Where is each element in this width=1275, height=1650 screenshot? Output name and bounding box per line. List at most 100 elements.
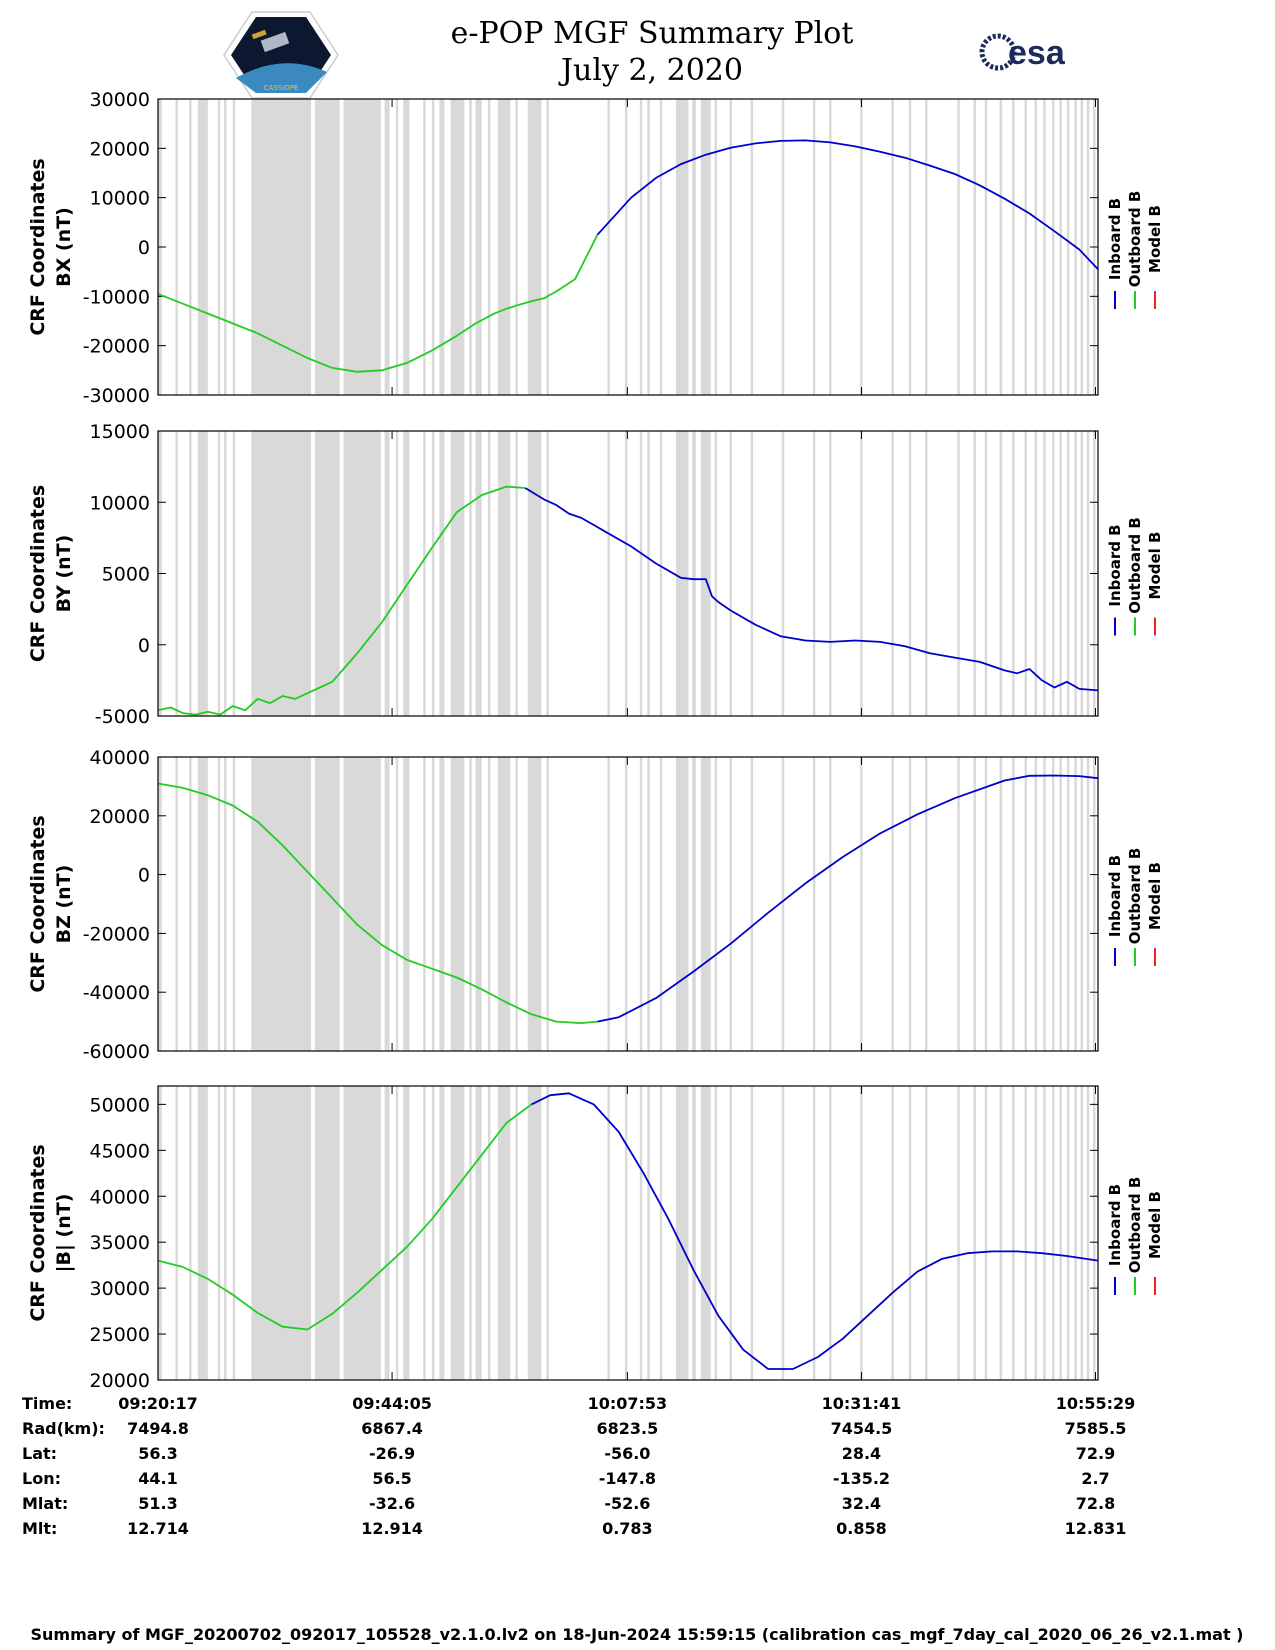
legend-label: Inboard B bbox=[1106, 198, 1124, 280]
data-gap-band bbox=[403, 1086, 410, 1380]
data-gap-band bbox=[343, 99, 381, 395]
data-gap-band bbox=[984, 431, 988, 716]
data-gap-band bbox=[984, 99, 988, 395]
data-gap-band bbox=[515, 757, 518, 1051]
table-cell: 12.714 bbox=[127, 1519, 189, 1538]
data-gap-band bbox=[860, 757, 863, 1051]
data-gap-band bbox=[158, 1086, 162, 1380]
series-outboard-b bbox=[157, 1103, 533, 1331]
legend-label: Inboard B bbox=[1106, 1184, 1124, 1266]
data-gap-band bbox=[527, 99, 542, 395]
data-gap-band bbox=[750, 1086, 754, 1380]
data-gap-band bbox=[343, 431, 381, 716]
ylabel-line1: CRF Coordinates bbox=[27, 1144, 49, 1321]
y-tick-label: 5000 bbox=[102, 564, 150, 586]
data-gap-band bbox=[450, 431, 465, 716]
y-tick-label: 30000 bbox=[90, 1278, 150, 1300]
data-gap-band bbox=[750, 99, 754, 395]
data-gap-band bbox=[469, 1086, 472, 1380]
data-gap-band bbox=[908, 431, 912, 716]
data-gap-band bbox=[1066, 99, 1070, 395]
data-gap-band bbox=[639, 1086, 643, 1380]
table-cell: -26.9 bbox=[369, 1444, 415, 1463]
series-inboard-b bbox=[597, 774, 1099, 1023]
table-cell: 28.4 bbox=[842, 1444, 881, 1463]
ylabel-line1: CRF Coordinates bbox=[27, 158, 49, 335]
ylabel-line2: BX (nT) bbox=[53, 207, 75, 287]
data-gap-band bbox=[639, 99, 643, 395]
data-gap-band bbox=[314, 757, 340, 1051]
data-gap-band bbox=[692, 757, 696, 1051]
legend-label: Outboard B bbox=[1126, 1177, 1144, 1274]
legend-label: Model B bbox=[1146, 862, 1164, 930]
data-gap-band bbox=[431, 1086, 435, 1380]
y-tick-label: 25000 bbox=[90, 1324, 150, 1346]
table-cell: 2.7 bbox=[1081, 1469, 1109, 1488]
data-gap-band bbox=[439, 757, 445, 1051]
data-gap-band bbox=[251, 1086, 312, 1380]
data-gap-band bbox=[729, 431, 732, 716]
data-gap-band bbox=[223, 99, 227, 395]
esa-logo-text: esa bbox=[1008, 34, 1066, 72]
data-gap-band bbox=[403, 431, 410, 716]
data-gap-band bbox=[675, 1086, 689, 1380]
data-gap-band bbox=[624, 757, 628, 1051]
data-gap-band bbox=[469, 757, 472, 1051]
data-gap-band bbox=[781, 99, 785, 395]
table-cell: 10:07:53 bbox=[588, 1394, 668, 1413]
data-gap-band bbox=[450, 757, 465, 1051]
data-gap-band bbox=[189, 99, 192, 395]
data-gap-band bbox=[675, 99, 689, 395]
data-gap-band bbox=[546, 757, 549, 1051]
y-tick-label: 40000 bbox=[90, 1186, 150, 1208]
data-gap-band bbox=[607, 431, 610, 716]
data-gap-band bbox=[439, 99, 445, 395]
esa-logo: esa bbox=[979, 33, 1066, 72]
data-gap-band bbox=[957, 757, 960, 1051]
y-tick-label: -40000 bbox=[83, 982, 150, 1004]
data-gap-band bbox=[891, 1086, 894, 1380]
data-gap-band bbox=[1034, 1086, 1037, 1380]
data-gap-band bbox=[781, 1086, 785, 1380]
data-gap-band bbox=[829, 1086, 832, 1380]
data-gap-band bbox=[700, 757, 711, 1051]
data-gap-band bbox=[175, 431, 178, 716]
data-gap-band bbox=[973, 99, 976, 395]
table-cell: -32.6 bbox=[369, 1494, 415, 1513]
data-gap-band bbox=[343, 757, 381, 1051]
legend-label: Model B bbox=[1146, 205, 1164, 273]
data-gap-band bbox=[1024, 1086, 1028, 1380]
data-gap-band bbox=[395, 1086, 399, 1380]
data-gap-band bbox=[1066, 431, 1070, 716]
legend-label: Model B bbox=[1146, 1191, 1164, 1259]
legend-label: Outboard B bbox=[1126, 517, 1144, 614]
data-gap-band bbox=[469, 99, 472, 395]
data-gap-band bbox=[1080, 99, 1084, 395]
y-tick-label: -5000 bbox=[95, 706, 150, 728]
data-gap-band bbox=[475, 99, 482, 395]
ylabel-line2: BY (nT) bbox=[53, 535, 75, 613]
data-gap-band bbox=[223, 757, 227, 1051]
data-gap-band bbox=[487, 757, 491, 1051]
legend-label: Inboard B bbox=[1106, 855, 1124, 937]
data-gap-band bbox=[957, 1086, 960, 1380]
data-gap-band bbox=[1034, 757, 1037, 1051]
y-tick-label: 0 bbox=[138, 865, 150, 887]
data-gap-band bbox=[1051, 1086, 1055, 1380]
table-cell: 10:55:29 bbox=[1056, 1394, 1136, 1413]
data-gap-band bbox=[1059, 431, 1062, 716]
y-tick-label: -20000 bbox=[83, 336, 150, 358]
data-gap-band bbox=[984, 757, 988, 1051]
data-gap-band bbox=[251, 431, 312, 716]
data-gap-band bbox=[973, 757, 976, 1051]
y-tick-label: 0 bbox=[138, 635, 150, 657]
legend-label: Outboard B bbox=[1126, 191, 1144, 288]
data-gap-band bbox=[891, 431, 894, 716]
y-tick-label: 20000 bbox=[90, 1370, 150, 1392]
table-row-label: Rad(km): bbox=[22, 1419, 105, 1438]
series-outboard-b bbox=[157, 782, 598, 1024]
legend-label: Inboard B bbox=[1106, 524, 1124, 606]
series-inboard-b bbox=[524, 487, 1099, 692]
data-gap-band bbox=[999, 431, 1003, 716]
data-gap-band bbox=[729, 757, 732, 1051]
